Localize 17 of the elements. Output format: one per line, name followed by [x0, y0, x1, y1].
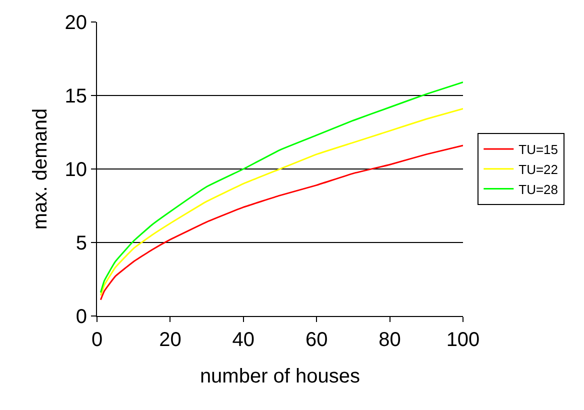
x-tick-label: 40: [232, 329, 255, 351]
x-tick-label: 60: [305, 329, 328, 351]
x-tick-label: 100: [446, 329, 480, 351]
x-tick-label: 20: [159, 329, 182, 351]
x-tick-label: 80: [378, 329, 401, 351]
legend-label: TU=22: [518, 162, 558, 177]
y-tick-label: 15: [64, 86, 87, 108]
x-tick-label: 0: [91, 329, 103, 351]
y-tick-label: 5: [76, 232, 87, 254]
line-series: [100, 144, 463, 301]
y-tick-label: 20: [64, 12, 87, 34]
y-tick-label: 10: [64, 159, 87, 181]
legend-label: TU=28: [518, 182, 558, 197]
y-axis-title: max. demand: [29, 108, 52, 230]
x-axis-title: number of houses: [200, 366, 360, 388]
legend-label: TU=15: [518, 142, 558, 158]
y-tick-label: 0: [76, 306, 87, 328]
